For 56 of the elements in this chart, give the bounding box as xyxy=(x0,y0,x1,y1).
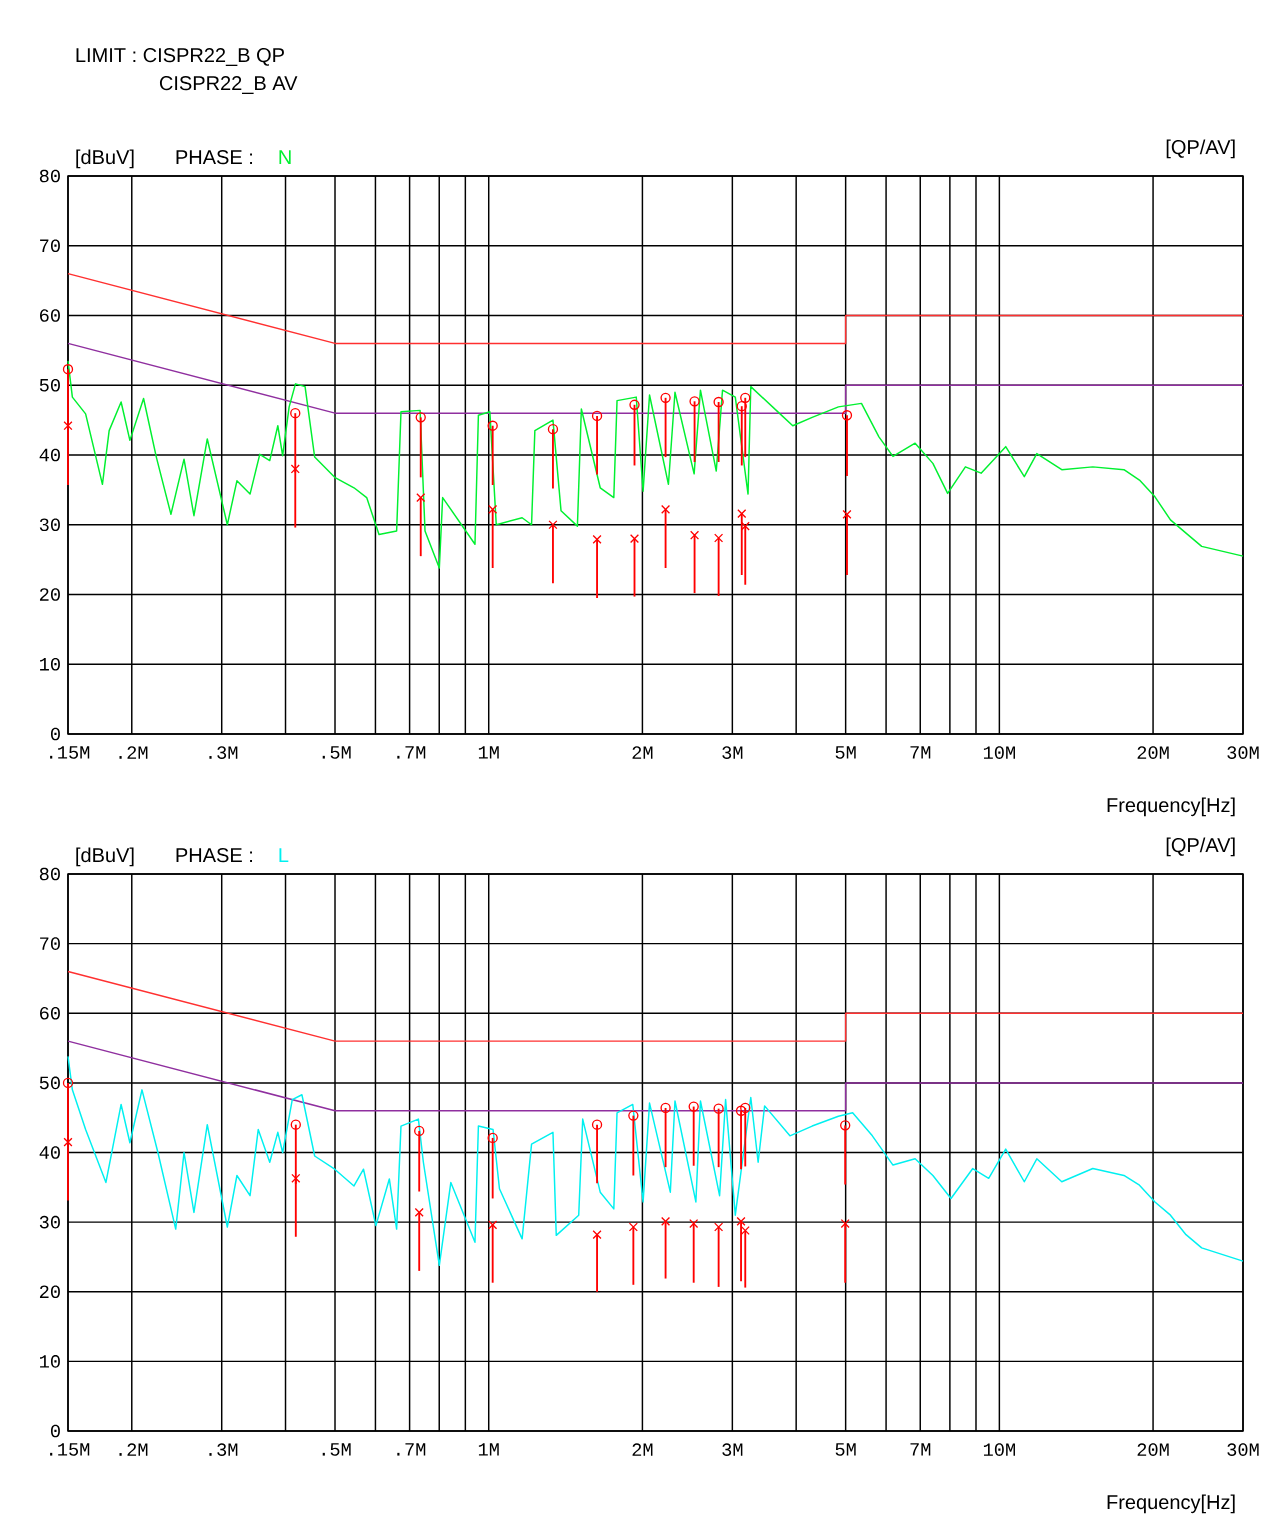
y-tick-label: 70 xyxy=(40,239,60,253)
chart-title: PHASE : xyxy=(176,150,252,165)
text: [QP/AV] xyxy=(1166,837,1235,857)
y-tick-label: 10 xyxy=(40,657,60,671)
x-tick-label: 10M xyxy=(983,746,1015,759)
x-tick-label: .2M xyxy=(119,1443,148,1456)
y-tick-label: 30 xyxy=(39,1215,60,1229)
y-tick-label: 0 xyxy=(50,1424,60,1438)
x-tick-label: 5M xyxy=(835,746,856,759)
text: CISPR22_B AV xyxy=(159,76,298,94)
x-tick-label: 5M xyxy=(835,1443,856,1456)
x-tick-label: 30M xyxy=(1227,746,1259,759)
y-tick-label: 0 xyxy=(50,727,60,741)
x-tick-label: .15M xyxy=(50,1443,90,1456)
x-tick-label: .7M xyxy=(397,1443,426,1456)
x-tick-label: 30M xyxy=(1227,1443,1259,1456)
y-tick-label: 40 xyxy=(39,448,60,462)
text: L xyxy=(279,848,289,863)
y-tick-label: 20 xyxy=(39,588,60,601)
x-tick-label: 2M xyxy=(632,1443,653,1456)
x-tick-label: .15M xyxy=(50,746,90,759)
x-axis-title: Frequency[Hz] xyxy=(1107,1494,1235,1514)
text: LIMIT : CISPR22_B QP xyxy=(76,48,284,66)
x-tick-label: 3M xyxy=(722,1443,743,1456)
text: [QP/AV] xyxy=(1166,139,1235,159)
y-tick-label: 60 xyxy=(40,1006,60,1020)
y-tick-label: 30 xyxy=(39,518,60,532)
x-tick-label: 1M xyxy=(478,1443,499,1456)
x-tick-label: 3M xyxy=(722,746,743,759)
x-tick-label: .5M xyxy=(322,1443,351,1456)
x-tick-label: 2M xyxy=(632,746,653,759)
x-tick-label: 7M xyxy=(910,746,931,759)
y-tick-label: 60 xyxy=(40,309,60,322)
y-tick-label: 10 xyxy=(40,1355,60,1368)
y-tick-label: 80 xyxy=(39,867,60,881)
y-tick-label: 70 xyxy=(40,937,60,950)
x-tick-label: .5M xyxy=(322,746,351,759)
x-tick-label: .2M xyxy=(119,746,148,759)
x-axis-title: Frequency[Hz] xyxy=(1107,797,1235,817)
chart-title: PHASE : xyxy=(176,848,252,863)
text: N xyxy=(279,150,291,165)
y-tick-label: 50 xyxy=(39,378,60,392)
x-tick-label: 10M xyxy=(983,1443,1015,1456)
x-tick-label: 20M xyxy=(1137,746,1169,759)
y-axis-title: [dBuV] xyxy=(76,149,134,169)
y-axis-title: [dBuV] xyxy=(76,847,134,867)
x-tick-label: .7M xyxy=(397,746,426,759)
y-tick-label: 40 xyxy=(39,1146,60,1159)
x-tick-label: 1M xyxy=(478,746,499,759)
x-tick-label: .3M xyxy=(209,746,238,759)
x-tick-label: .3M xyxy=(209,1443,238,1456)
y-tick-label: 80 xyxy=(39,169,60,183)
y-tick-label: 50 xyxy=(39,1076,60,1090)
y-tick-label: 20 xyxy=(39,1285,60,1299)
x-tick-label: 20M xyxy=(1137,1443,1169,1456)
x-tick-label: 7M xyxy=(910,1443,931,1456)
